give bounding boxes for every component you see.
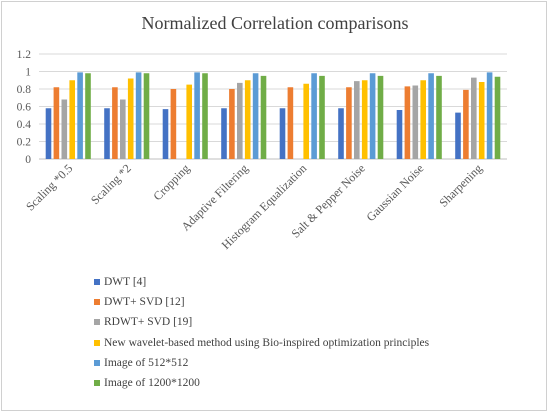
bar	[85, 73, 91, 159]
y-tick-label: 0.4	[17, 119, 32, 131]
bar	[377, 75, 384, 159]
bar	[436, 75, 442, 159]
legend-swatch	[94, 359, 100, 366]
legend-item: DWT [4]	[94, 272, 429, 292]
x-tick-label: Scaling *2	[88, 161, 134, 207]
bar	[287, 87, 294, 159]
bar	[202, 73, 208, 159]
bar	[420, 80, 426, 159]
bar	[396, 110, 403, 159]
x-tick-label: Sharpening	[436, 161, 485, 210]
bar	[311, 73, 317, 159]
bar	[112, 87, 118, 159]
legend-swatch	[94, 319, 100, 326]
chart-legend: DWT [4] DWT+ SVD [12] RDWT+ SVD [19] New wa…	[94, 272, 429, 393]
bar	[404, 86, 411, 159]
legend-swatch	[94, 279, 100, 286]
legend-swatch	[94, 299, 100, 306]
bar	[494, 76, 501, 159]
bar	[412, 85, 419, 159]
bar	[77, 72, 83, 159]
bar	[346, 87, 352, 159]
bar	[120, 99, 126, 159]
bar	[369, 73, 376, 159]
legend-item: Image of 1200*1200	[94, 373, 429, 393]
bar	[135, 72, 142, 159]
x-tick-label: Gaussian Noise	[363, 161, 426, 224]
bar	[104, 108, 110, 159]
bar	[260, 75, 267, 159]
legend-swatch	[94, 339, 100, 346]
bar	[69, 80, 75, 159]
y-tick-label: 0.2	[17, 137, 32, 149]
bar	[463, 89, 469, 159]
bar	[338, 108, 344, 159]
legend-label: DWT+ SVD [12]	[104, 296, 185, 309]
bar	[354, 81, 360, 159]
bar	[143, 73, 150, 159]
bar	[478, 82, 485, 159]
legend-item: Image of 512*512	[94, 353, 429, 373]
legend-item: New wavelet-based method using Bio-inspi…	[94, 333, 429, 353]
bar	[455, 112, 461, 159]
legend-label: RDWT+ SVD [19]	[104, 316, 193, 329]
bar	[361, 80, 368, 159]
bar	[53, 87, 60, 159]
chart-title: Normalized Correlation comparisons	[142, 13, 409, 33]
x-tick-label: Scaling *0.5	[23, 161, 75, 213]
legend-label: Image of 512*512	[104, 356, 189, 369]
bar	[303, 83, 309, 159]
bar	[252, 73, 259, 159]
legend-label: Image of 1200*1200	[104, 377, 200, 390]
bar	[428, 73, 434, 159]
y-tick-label: 1	[25, 67, 31, 79]
y-tick-label: 0.6	[17, 102, 32, 114]
bar	[279, 108, 286, 159]
bar	[162, 109, 169, 159]
legend-item: DWT+ SVD [12]	[94, 292, 429, 312]
bar	[229, 89, 235, 159]
bar	[486, 72, 493, 159]
x-tick-label: Cropping	[150, 161, 192, 203]
y-tick-label: 1.2	[17, 49, 32, 61]
legend-item: RDWT+ SVD [19]	[94, 312, 429, 332]
bar	[319, 75, 325, 159]
y-tick-label: 0	[25, 154, 31, 166]
y-tick-label: 0.8	[17, 84, 32, 96]
bar	[127, 78, 134, 159]
bar	[221, 108, 227, 159]
bar	[170, 89, 177, 159]
legend-label: DWT [4]	[104, 276, 147, 289]
legend-label: New wavelet-based method using Bio-inspi…	[104, 336, 430, 349]
bar	[244, 80, 251, 159]
bar	[471, 77, 477, 159]
bar	[237, 82, 243, 159]
bar	[61, 99, 68, 159]
bar	[186, 84, 192, 159]
bar	[194, 72, 200, 159]
legend-swatch	[94, 380, 100, 387]
bar	[45, 108, 52, 159]
